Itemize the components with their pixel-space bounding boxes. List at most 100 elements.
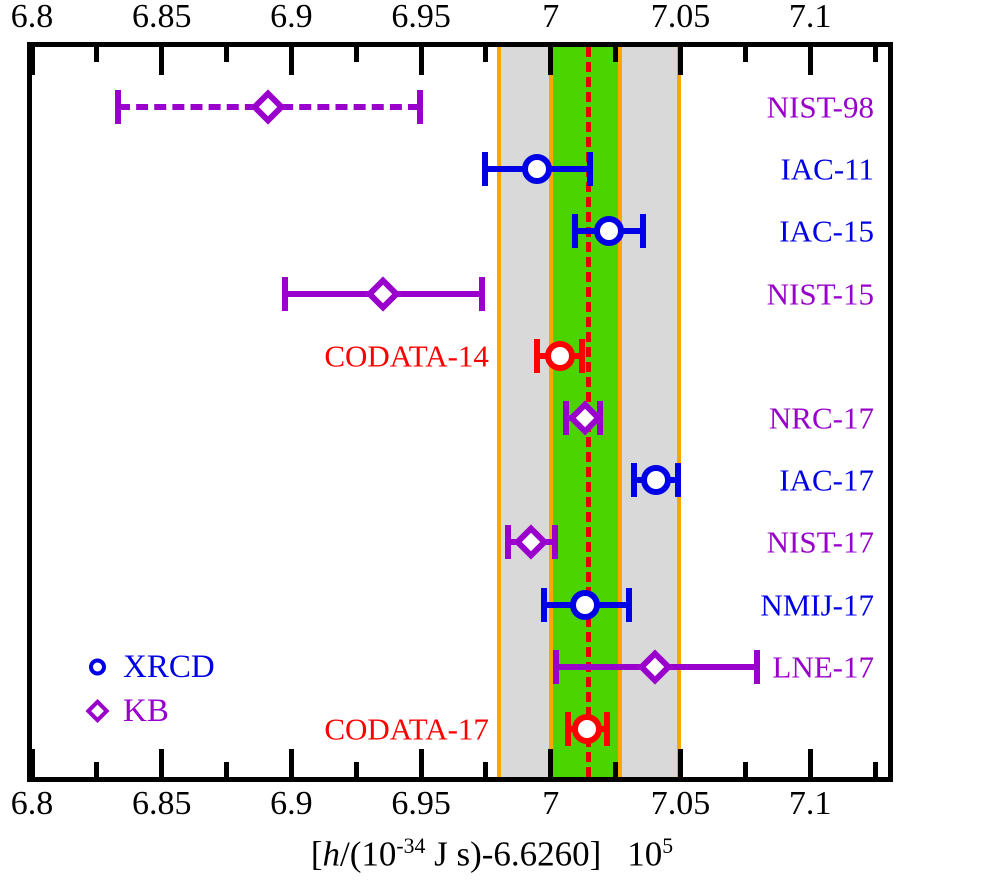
band-edge-line-4: [677, 47, 682, 777]
error-bar-cap-left: [564, 712, 571, 746]
band-edge-line-3: [617, 47, 622, 777]
legend-entry-kb: KB: [77, 689, 215, 733]
legend-marker-diamond-icon: [77, 696, 123, 726]
x-axis-title-exponent-34: -34: [396, 834, 426, 858]
x-tick-label-bottom-7.1: 7.1: [788, 785, 832, 822]
series-label-nist-15: NIST-15: [766, 276, 874, 312]
error-bar-cap-right: [578, 338, 585, 373]
major-tick-top: [288, 47, 294, 75]
legend-label: XRCD: [123, 648, 215, 685]
series-label-codata-14: CODATA-14: [324, 338, 489, 374]
major-tick-bottom: [677, 749, 683, 777]
x-tick-label-top-6.9: 6.9: [270, 0, 313, 35]
series-label-codata-17: CODATA-17: [324, 711, 489, 747]
minor-tick-bottom: [872, 762, 878, 777]
x-tick-label-bottom-6.85: 6.85: [131, 785, 192, 822]
major-tick-bottom: [418, 749, 424, 777]
minor-tick-top: [613, 47, 619, 62]
minor-tick-bottom: [613, 762, 619, 777]
x-tick-label-top-7.05: 7.05: [650, 0, 711, 35]
data-point-marker-circle[interactable]: [572, 714, 603, 744]
minor-tick-top: [872, 47, 878, 62]
x-axis-title-h-symbol: h: [322, 834, 341, 874]
data-point-marker-circle[interactable]: [594, 216, 625, 247]
error-bar-cap-left: [504, 525, 511, 560]
error-bar-cap-left: [114, 90, 121, 124]
minor-tick-top: [483, 47, 489, 62]
error-bar-cap-left: [541, 587, 548, 622]
error-bar-cap-left: [572, 214, 579, 249]
error-bar-cap-right: [416, 90, 423, 124]
diamond-icon: [85, 698, 110, 724]
major-tick-bottom: [32, 749, 35, 777]
x-tick-label-top-6.8: 6.8: [10, 0, 54, 35]
x-axis-title: [h/(10-34 J s)-6.6260] 105: [0, 834, 984, 875]
series-label-nrc-17: NRC-17: [768, 400, 874, 436]
major-tick-bottom: [288, 749, 294, 777]
major-tick-top: [418, 47, 424, 75]
minor-tick-top: [224, 47, 230, 62]
series-label-iac-11: IAC-11: [780, 151, 874, 187]
legend-label: KB: [123, 692, 169, 729]
minor-tick-bottom: [483, 762, 489, 777]
series-label-lne-17: LNE-17: [772, 649, 874, 685]
error-bar-cap-right: [479, 276, 486, 311]
x-axis-title-open: [: [310, 834, 323, 874]
series-label-nist-17: NIST-17: [766, 524, 874, 560]
major-tick-bottom: [807, 749, 813, 777]
x-tick-label-bottom-7.05: 7.05: [650, 785, 711, 822]
minor-tick-bottom: [742, 762, 748, 777]
minor-tick-bottom: [94, 762, 100, 777]
minor-tick-top: [353, 47, 359, 62]
error-bar-cap-left: [281, 276, 288, 311]
minor-tick-bottom: [353, 762, 359, 777]
legend-entry-xrcd: XRCD: [77, 645, 215, 689]
x-tick-label-bottom-7: 7: [542, 785, 560, 822]
error-bar-cap-left: [533, 338, 540, 373]
band-edge-line-2: [548, 47, 553, 777]
x-axis-title-multiplier-exponent: 5: [662, 834, 674, 858]
x-axis-title-multiplier-base: 10: [627, 834, 663, 874]
error-bar-cap-right: [625, 587, 632, 622]
major-tick-top: [159, 47, 165, 75]
error-bar-cap-right: [603, 712, 610, 746]
x-tick-label-top-7: 7: [542, 0, 560, 35]
x-tick-label-bottom-6.95: 6.95: [391, 785, 451, 822]
data-point-marker-diamond[interactable]: [250, 89, 286, 125]
x-axis-title-slash-open: /(10: [340, 834, 397, 874]
error-bar-cap-right: [639, 214, 646, 249]
major-tick-top: [32, 47, 35, 75]
series-label-nist-98: NIST-98: [766, 89, 874, 125]
x-axis-title-units: J s)-6.6260]: [425, 834, 602, 874]
data-point-marker-circle[interactable]: [569, 589, 600, 620]
major-tick-bottom: [548, 749, 554, 777]
major-tick-top: [807, 47, 813, 75]
x-tick-label-bottom-6.9: 6.9: [270, 785, 313, 822]
data-point-marker-circle[interactable]: [544, 340, 575, 371]
data-point-marker-circle[interactable]: [640, 465, 671, 496]
error-bar-cap-left: [481, 152, 488, 187]
circle-icon: [89, 658, 106, 676]
x-tick-label-bottom-6.8: 6.8: [10, 785, 54, 822]
error-bar-cap-left: [552, 649, 559, 684]
x-tick-label-top-6.95: 6.95: [391, 0, 451, 35]
error-bar-cap-right: [754, 649, 760, 684]
major-tick-top: [677, 47, 683, 75]
minor-tick-top: [742, 47, 748, 62]
legend: XRCD KB: [77, 645, 215, 733]
data-point-marker-diamond[interactable]: [365, 275, 402, 312]
x-tick-label-top-6.85: 6.85: [131, 0, 192, 35]
error-bar-cap-right: [551, 525, 558, 560]
minor-tick-top: [94, 47, 100, 62]
series-label-nmij-17: NMIJ-17: [760, 587, 874, 623]
data-point-marker-circle[interactable]: [521, 154, 552, 185]
legend-marker-circle-icon: [77, 652, 123, 682]
error-bar-cap-right: [674, 463, 681, 498]
major-tick-bottom: [159, 749, 165, 777]
major-tick-top: [548, 47, 554, 75]
plot-frame: NIST-98 IAC-11 IAC-15 NIST-15 CODATA-14 NRC-1…: [27, 42, 893, 782]
error-bar-cap-left: [563, 401, 570, 435]
x-tick-label-top-7.1: 7.1: [788, 0, 832, 35]
series-label-iac-17: IAC-17: [779, 462, 874, 498]
